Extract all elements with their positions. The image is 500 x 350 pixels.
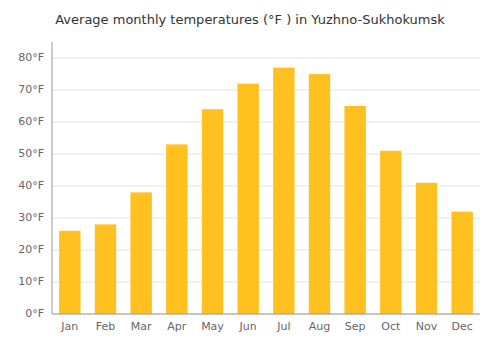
x-tick-label: Jul (276, 320, 290, 333)
bar (202, 109, 223, 314)
grid-line (52, 58, 480, 59)
bar (166, 144, 187, 314)
y-tick-label: 80°F (18, 51, 44, 64)
x-tick-label: Aug (309, 320, 330, 333)
bar (273, 68, 294, 314)
y-tick-label: 0°F (25, 307, 44, 320)
x-tick-label: Jun (239, 320, 257, 333)
bar (309, 74, 330, 314)
chart-container: 0°F 10°F 20°F 30°F 40°F 50°F 60°F 70°F 80°F Jan Fe… (0, 0, 500, 350)
x-tick-label: Jan (60, 320, 78, 333)
x-tick-label: May (201, 320, 224, 333)
bar (416, 183, 437, 314)
chart: 0°F 10°F 20°F 30°F 40°F 50°F 60°F 70°F 80°F Jan Fe… (0, 0, 500, 350)
y-tick-label: 70°F (18, 83, 44, 96)
x-tick-label: Dec (452, 320, 473, 333)
x-tick-label: Oct (381, 320, 401, 333)
x-axis-labels: Jan Feb Mar Apr May Jun Jul Aug Sep Oct Nov Dec (60, 320, 472, 333)
bar (380, 151, 401, 314)
bar (451, 212, 472, 314)
grid-line (52, 314, 480, 315)
bar (59, 231, 80, 314)
x-tick-label: Nov (416, 320, 438, 333)
y-tick-label: 60°F (18, 115, 44, 128)
x-tick-label: Feb (96, 320, 115, 333)
y-tick-label: 20°F (18, 243, 44, 256)
x-tick-label: Mar (131, 320, 152, 333)
title: Average monthly temperatures (°F ) in Yu… (55, 12, 445, 27)
grid-line (52, 154, 480, 155)
grid-line (52, 90, 480, 91)
x-tick-label: Apr (167, 320, 187, 333)
background (0, 0, 500, 350)
x-tick-label: Sep (345, 320, 366, 333)
bar (95, 224, 116, 314)
y-tick-label: 30°F (18, 211, 44, 224)
bar (130, 192, 151, 314)
y-axis-labels: 0°F 10°F 20°F 30°F 40°F 50°F 60°F 70°F 80°F (18, 51, 44, 320)
bar (344, 106, 365, 314)
y-axis-line (52, 42, 53, 314)
y-tick-label: 10°F (18, 275, 44, 288)
y-tick-label: 50°F (18, 147, 44, 160)
bar (237, 84, 258, 314)
grid (52, 58, 480, 314)
x-axis-line (52, 314, 480, 315)
y-tick-label: 40°F (18, 179, 44, 192)
bars (59, 68, 473, 314)
grid-line (52, 122, 480, 123)
